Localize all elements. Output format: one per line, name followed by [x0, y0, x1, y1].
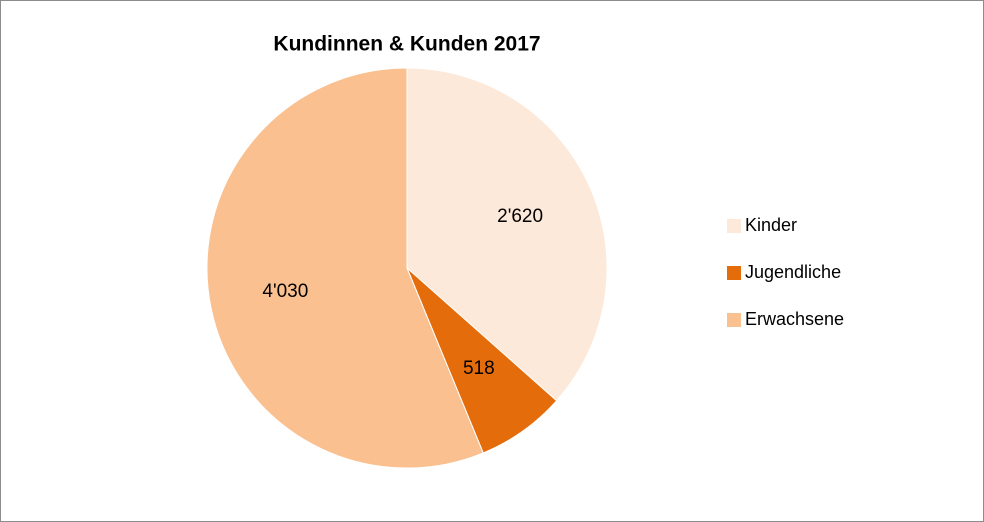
pie-slice	[206, 67, 484, 469]
legend-swatch	[727, 313, 741, 327]
legend-label: Jugendliche	[745, 262, 841, 282]
data-label: 518	[463, 358, 495, 379]
data-label: 4'030	[262, 281, 308, 302]
legend-label: Erwachsene	[745, 309, 844, 329]
legend-swatch	[727, 219, 741, 233]
chart-title: Kundinnen & Kunden 2017	[273, 33, 540, 56]
data-label: 2'620	[497, 206, 543, 227]
pie-slice	[406, 67, 608, 402]
legend-swatch	[727, 266, 741, 280]
legend-label: Kinder	[745, 215, 797, 235]
